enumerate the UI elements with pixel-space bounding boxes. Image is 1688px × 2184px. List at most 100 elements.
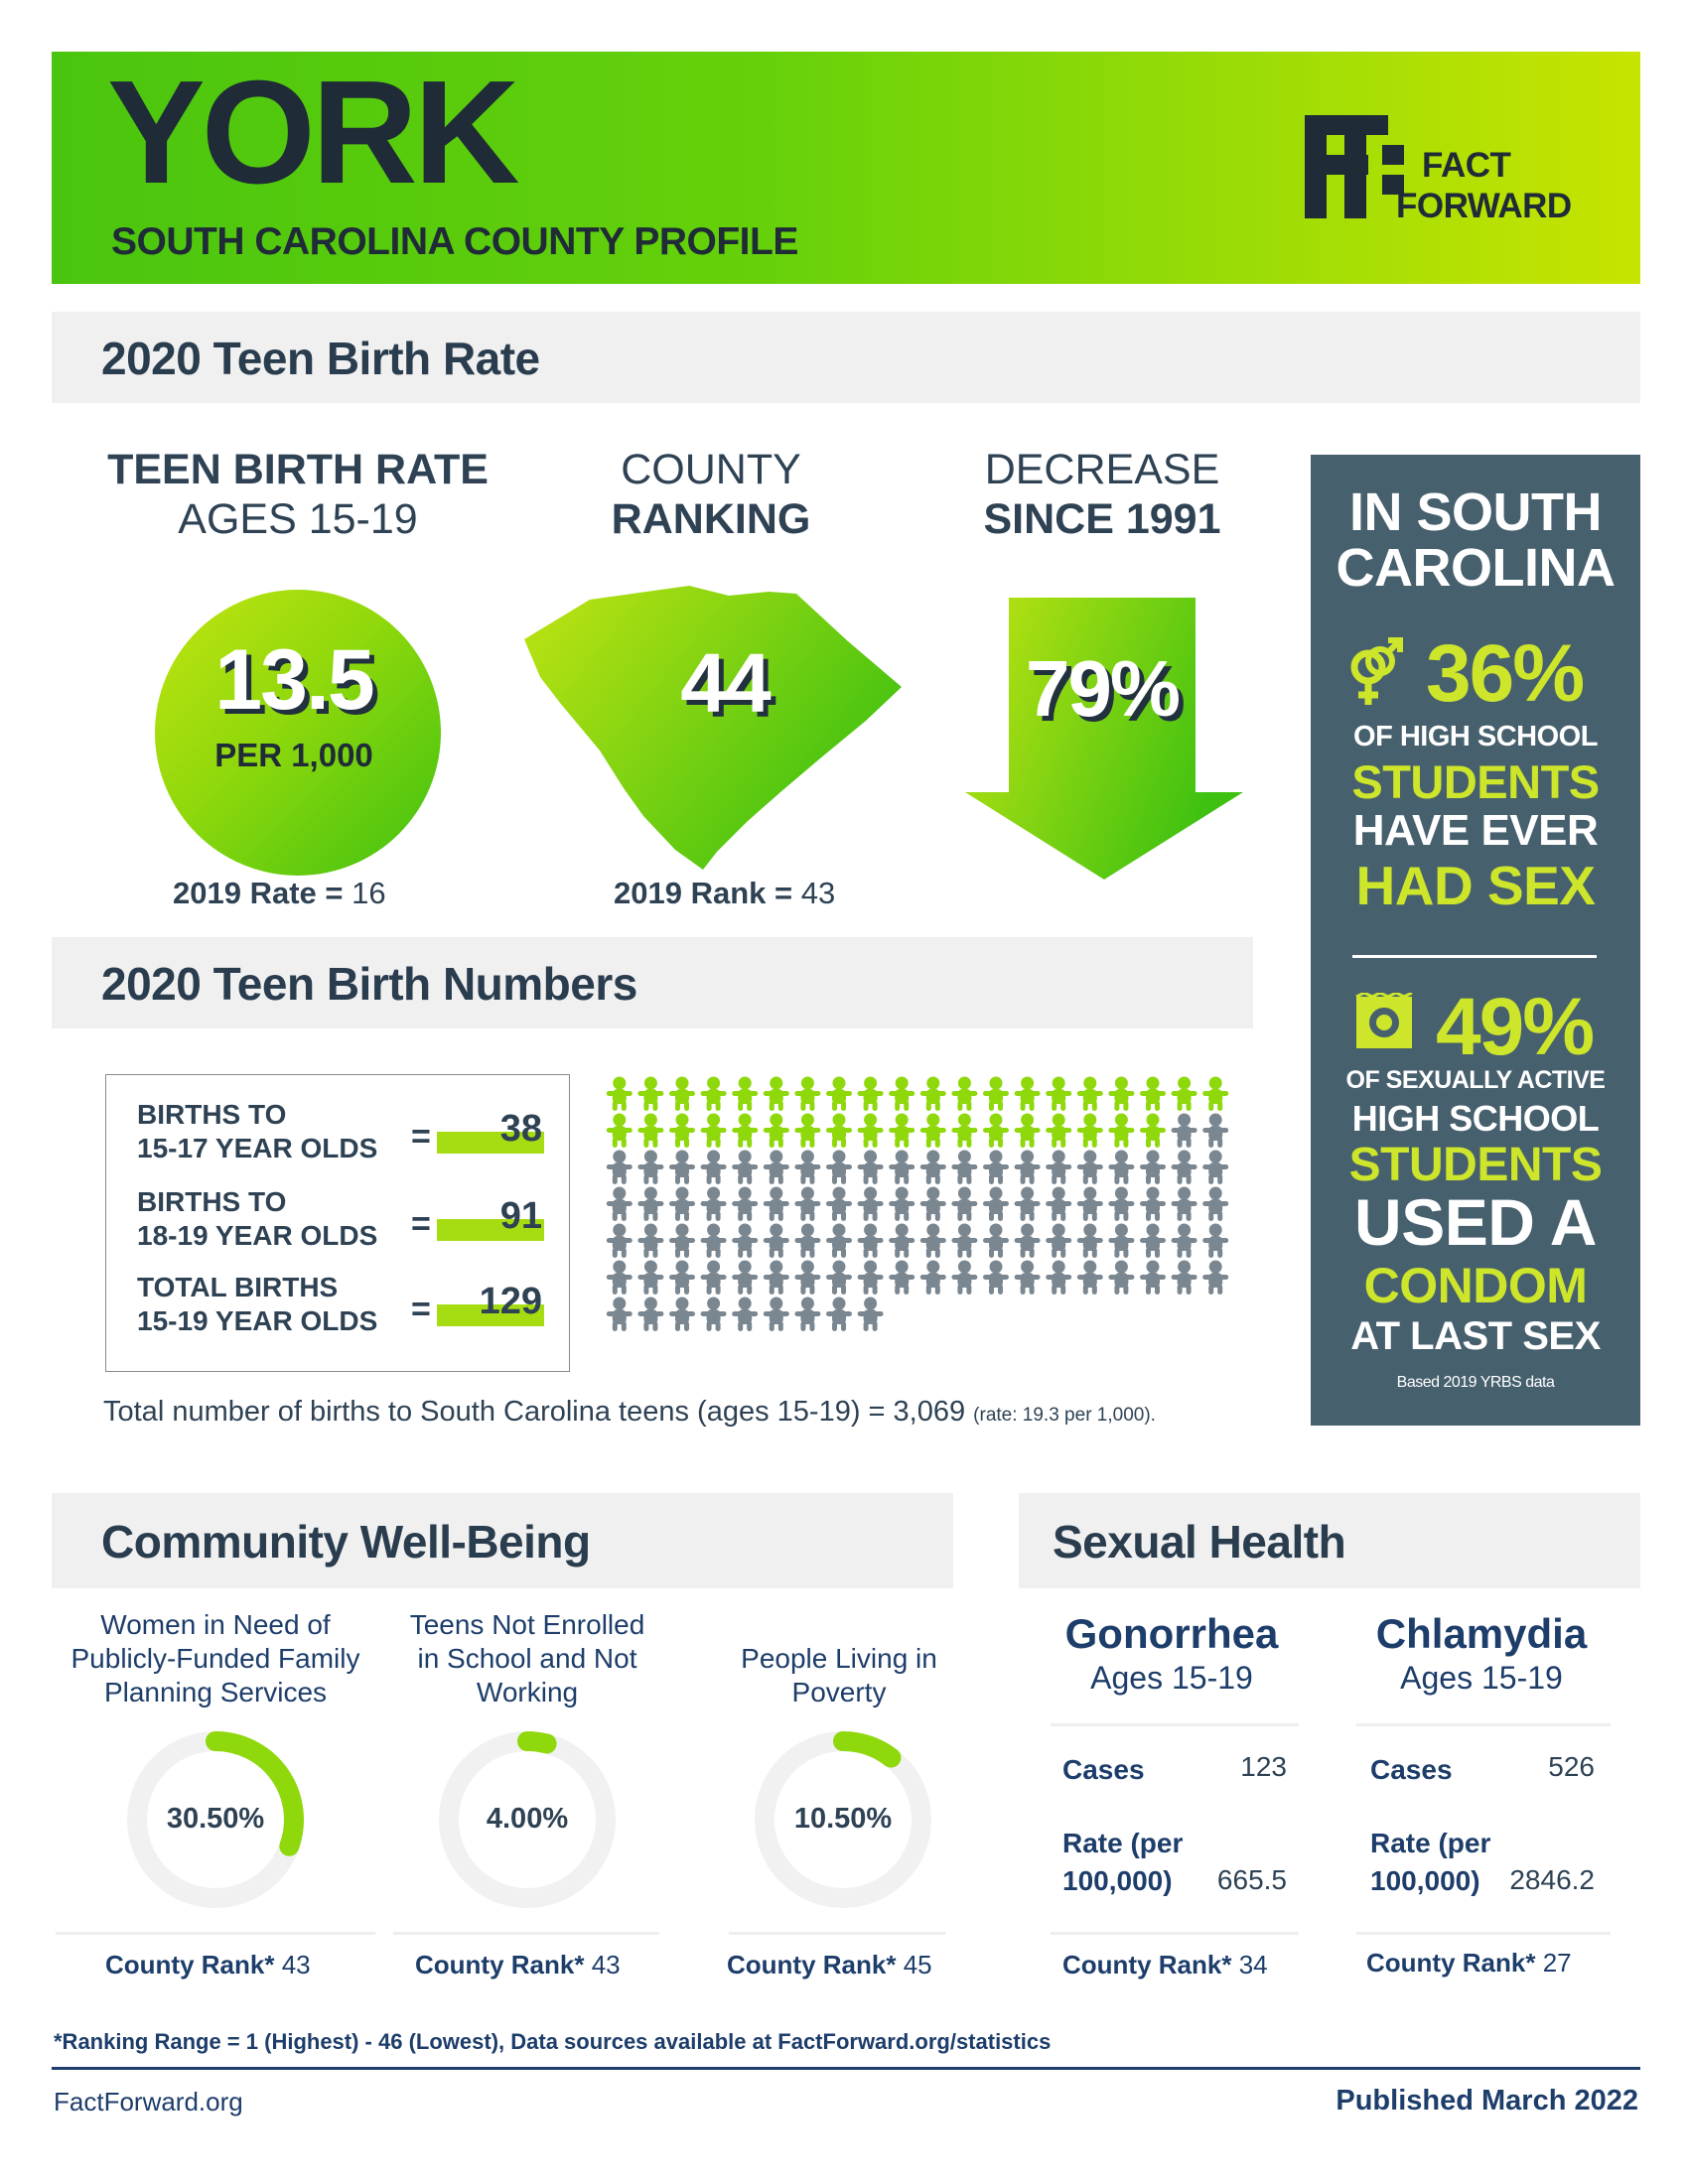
community-item1-rank-label: County Rank*: [105, 1950, 275, 1979]
baby-figure: [700, 1260, 727, 1295]
baby-figure: [732, 1076, 759, 1111]
community-item2-divider: [393, 1932, 659, 1935]
community-item2-line2: in School and Not: [417, 1643, 637, 1674]
baby-figure: [857, 1186, 884, 1221]
rate-prior-label: 2019 Rate =: [173, 876, 344, 910]
baby-figure: [1140, 1076, 1166, 1111]
community-item1-line1: Women in Need of: [100, 1609, 331, 1640]
gonorrhea-title: Gonorrhea: [1064, 1610, 1279, 1657]
baby-figure: [826, 1223, 852, 1258]
section-bar-birth-rate: [52, 312, 1640, 403]
baby-figure: [1171, 1150, 1197, 1184]
community-item1-rank: County Rank* 43: [105, 1950, 311, 1980]
chlamydia-rate-value: 2846.2: [1509, 1864, 1595, 1895]
south-carolina-map-icon: [524, 586, 902, 870]
community-item3-rank-value: 45: [903, 1950, 932, 1979]
panel-divider: [1352, 955, 1597, 958]
baby-figure: [763, 1076, 789, 1111]
header-banner: [52, 52, 1640, 284]
baby-figure: [732, 1150, 759, 1184]
baby-figure: [919, 1150, 946, 1184]
numbers-row2-equals: =: [411, 1205, 431, 1243]
numbers-row1-label: BIRTHS TO 15-17 YEAR OLDS: [137, 1098, 377, 1165]
baby-figure: [1108, 1186, 1135, 1221]
ranking-prior: 2019 Rank = 43: [614, 876, 835, 911]
baby-figure: [637, 1150, 664, 1184]
numbers-row2-label: BIRTHS TO 18-19 YEAR OLDS: [137, 1185, 377, 1253]
community-item2-rank-value: 43: [591, 1950, 621, 1979]
gonorrhea-cases-label: Cases: [1062, 1754, 1145, 1785]
gender-symbols-icon: [1350, 637, 1403, 705]
community-item2-rank-label: County Rank*: [415, 1950, 585, 1979]
baby-figure: [1108, 1223, 1135, 1258]
baby-figure: [1014, 1186, 1041, 1221]
south-carolina-panel: [1311, 455, 1640, 1426]
baby-figure: [826, 1113, 852, 1148]
community-item3-line2: Poverty: [791, 1677, 887, 1707]
rate-prior-value: 16: [352, 876, 386, 910]
baby-figure: [637, 1186, 664, 1221]
community-item3-rank: County Rank* 45: [727, 1950, 932, 1980]
community-item3-rank-label: County Rank*: [727, 1950, 897, 1979]
baby-figure: [669, 1297, 695, 1331]
baby-figure: [606, 1223, 633, 1258]
baby-figure: [826, 1260, 852, 1295]
baby-figure: [1014, 1260, 1041, 1295]
baby-figure: [1076, 1186, 1103, 1221]
ranking-value: 44: [680, 636, 771, 730]
baby-figure: [1046, 1260, 1072, 1295]
baby-figure: [1046, 1150, 1072, 1184]
baby-figure: [763, 1186, 789, 1221]
baby-figure: [1076, 1150, 1103, 1184]
numbers-row1-label-line2: 15-17 YEAR OLDS: [137, 1133, 378, 1163]
panel-stat1-line4: HAD SEX: [1355, 855, 1597, 916]
decrease-heading-line1: DECREASE: [984, 446, 1220, 493]
baby-figure: [794, 1260, 821, 1295]
decrease-value: 79%: [1025, 644, 1181, 733]
rate-heading-line1: TEEN BIRTH RATE: [107, 446, 489, 493]
baby-figure: [857, 1150, 884, 1184]
chlamydia-divider-bottom: [1356, 1932, 1611, 1935]
baby-figure: [606, 1113, 633, 1148]
baby-figure: [794, 1223, 821, 1258]
baby-figure: [1140, 1150, 1166, 1184]
logo-text-forward: FORWARD: [1396, 187, 1572, 225]
baby-figure: [1108, 1076, 1135, 1111]
chlamydia-divider-top: [1356, 1723, 1611, 1726]
baby-figure: [889, 1113, 915, 1148]
section-bar-sexual-health: [1019, 1493, 1640, 1588]
community-item2-rank: County Rank* 43: [415, 1950, 621, 1980]
donut-arc: [517, 1731, 557, 1754]
panel-stat1-value: 36%: [1426, 628, 1585, 719]
community-item2-line3: Working: [476, 1677, 579, 1707]
gonorrhea-divider-top: [1051, 1723, 1299, 1726]
numbers-row1-value: 38: [499, 1108, 542, 1150]
chlamydia-rate-label-line1: Rate (per: [1370, 1828, 1491, 1858]
baby-figure: [919, 1186, 946, 1221]
baby-figure: [1014, 1223, 1041, 1258]
baby-figure: [919, 1223, 946, 1258]
baby-figure: [637, 1076, 664, 1111]
baby-figure: [732, 1113, 759, 1148]
community-item3-divider: [729, 1932, 945, 1935]
baby-figure: [857, 1076, 884, 1111]
gonorrhea-divider-bottom: [1051, 1932, 1299, 1935]
baby-figure: [1014, 1113, 1041, 1148]
baby-figure: [951, 1076, 978, 1111]
baby-figure: [1140, 1113, 1166, 1148]
community-item1-label: Women in Need of Publicly-Funded Family …: [52, 1608, 379, 1709]
condom-icon: [1355, 993, 1413, 1048]
footer-site-link[interactable]: FactForward.org: [54, 2087, 243, 2116]
chlamydia-cases-label: Cases: [1370, 1754, 1453, 1785]
chlamydia-cases-value: 526: [1548, 1751, 1595, 1782]
chlamydia-rank: County Rank* 27: [1366, 1948, 1572, 1979]
section-title-birth-rate: 2020 Teen Birth Rate: [101, 333, 540, 384]
baby-figure: [1171, 1260, 1197, 1295]
baby-figure: [983, 1076, 1009, 1111]
numbers-row1-equals: =: [411, 1118, 431, 1156]
numbers-row3-value: 129: [479, 1281, 542, 1322]
baby-figure: [1014, 1076, 1041, 1111]
baby-figure: [857, 1113, 884, 1148]
baby-figure: [669, 1150, 695, 1184]
baby-figure: [669, 1223, 695, 1258]
